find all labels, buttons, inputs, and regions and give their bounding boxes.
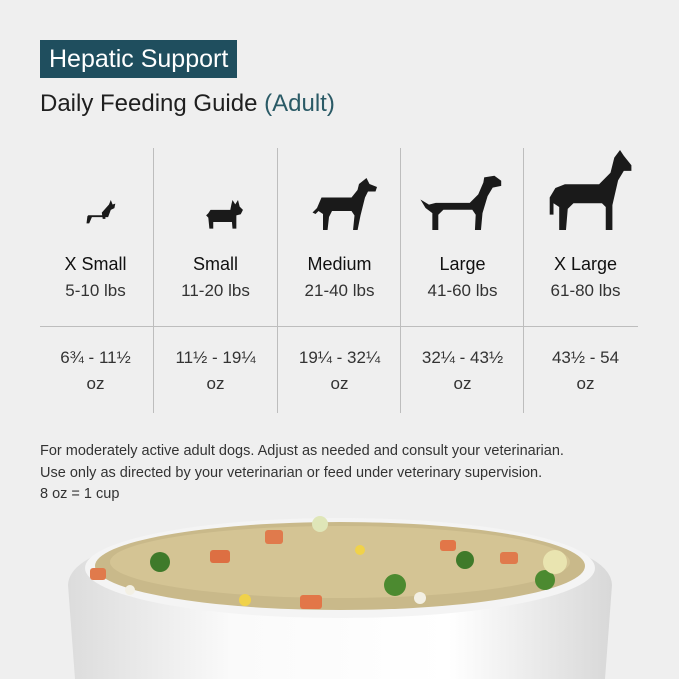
amount-unit: oz [453, 374, 472, 393]
weight-range: 41-60 lbs [427, 281, 498, 300]
size-name: X Small [64, 254, 127, 274]
note: Use only as directed by your veterinaria… [40, 465, 543, 481]
size-name: X Large [553, 254, 618, 274]
amount-unit: oz [206, 374, 225, 393]
amount-unit: oz [576, 374, 595, 393]
divider [40, 326, 638, 327]
size-name: Small [192, 254, 238, 274]
divider [153, 148, 154, 413]
size-name: Large [439, 254, 486, 274]
feeding-amount: 11½ - 19¼ [175, 348, 256, 367]
amount-unit: oz [330, 374, 349, 393]
divider [277, 148, 278, 413]
dog-icon [206, 200, 243, 229]
size-name: Medium [307, 254, 372, 274]
feeding-amount: 32¼ - 43½ [421, 348, 504, 367]
weight-range: 11-20 lbs [181, 281, 250, 300]
dog-icon [549, 150, 632, 230]
title: Daily Feeding Guide (Adult) [40, 88, 335, 120]
feeding-amount: 43½ - 54 [551, 348, 620, 367]
bowl-image [68, 516, 612, 679]
note: 8 oz = 1 cup [40, 486, 120, 502]
weight-range: 61-80 lbs [550, 281, 621, 300]
title-main: Daily Feeding Guide [40, 90, 258, 117]
feeding-amount: 6¾ - 11½ [60, 348, 131, 367]
note: For moderately active adult dogs. Adjust… [40, 443, 564, 459]
dog-icon [83, 200, 116, 224]
badge: Hepatic Support [40, 40, 238, 78]
dog-icon [312, 178, 377, 230]
feeding-amount: 19¼ - 32¼ [298, 348, 381, 367]
divider [400, 148, 401, 413]
amount-unit: oz [86, 374, 105, 393]
weight-range: 5-10 lbs [65, 281, 126, 300]
dog-icon [420, 175, 502, 230]
divider [523, 148, 524, 413]
title-suffix: (Adult) [264, 90, 335, 117]
weight-range: 21-40 lbs [304, 281, 375, 300]
